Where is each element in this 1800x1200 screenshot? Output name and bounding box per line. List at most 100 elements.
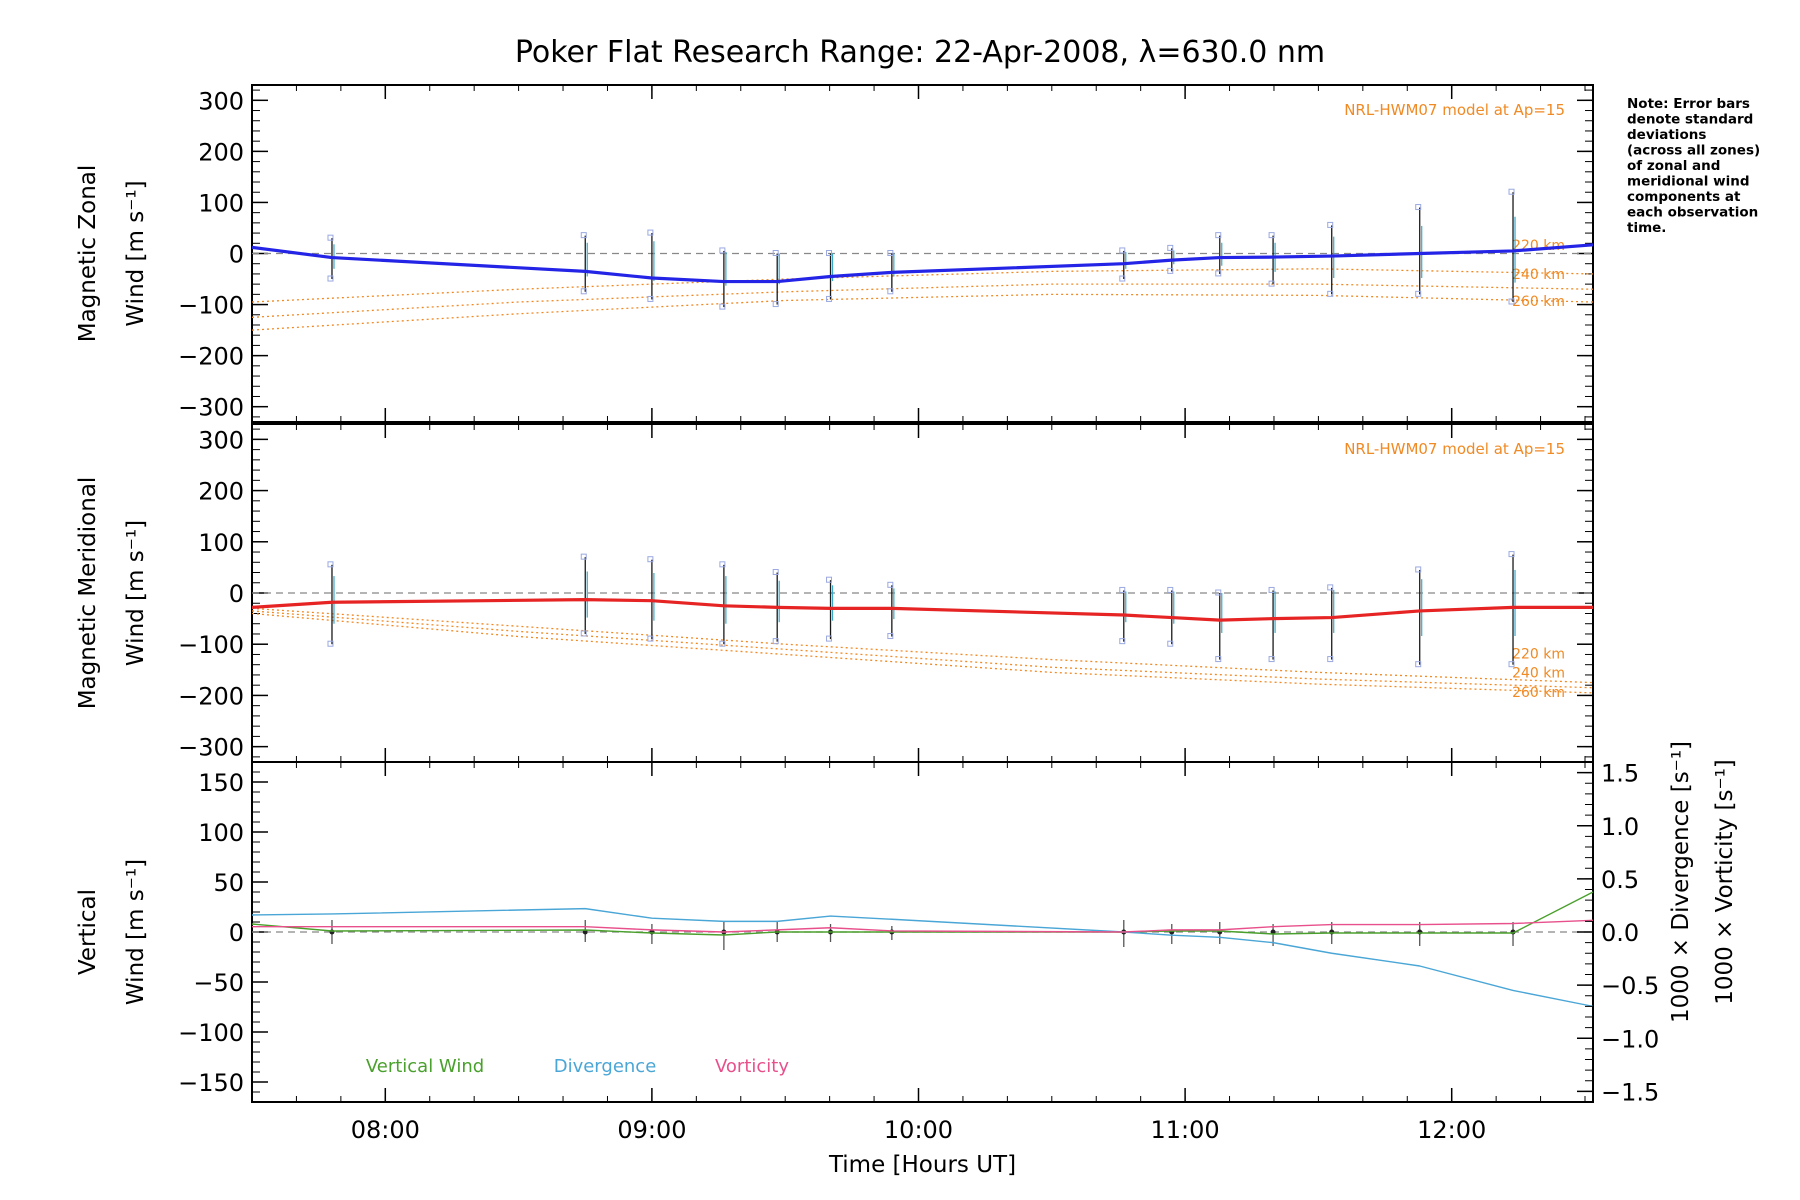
note-line: denote standard bbox=[1627, 112, 1753, 128]
note-line: time. bbox=[1627, 220, 1666, 236]
legend-entry: Vorticity bbox=[715, 1056, 789, 1077]
zone-marker bbox=[1167, 586, 1174, 593]
zone-marker bbox=[327, 561, 334, 568]
zone-marker bbox=[647, 229, 654, 236]
zone-marker bbox=[826, 635, 833, 642]
series-line-meridional bbox=[251, 598, 1593, 622]
y-axis-label-line2: Wind [m s⁻¹] bbox=[123, 520, 149, 666]
zone-marker bbox=[580, 288, 587, 295]
y-axis-label-line1: Vertical bbox=[75, 889, 101, 975]
y2-axis-label-vorticity: 1000 × Vorticity [s⁻¹] bbox=[1712, 759, 1738, 1005]
model-curve-2 bbox=[251, 283, 1594, 318]
y-tick-label: −150 bbox=[178, 1069, 244, 1097]
y-tick-label: −200 bbox=[178, 343, 244, 371]
y-tick-label: 300 bbox=[198, 426, 244, 454]
zone-marker bbox=[1119, 638, 1126, 645]
zone-marker bbox=[647, 635, 654, 642]
model-curve-label: 240 km bbox=[1512, 666, 1565, 682]
data-point bbox=[1417, 929, 1423, 935]
y-tick-label: −50 bbox=[193, 969, 244, 997]
zone-marker bbox=[1119, 586, 1126, 593]
panel-vertical: −150 −100 −50 0 50 100 150 Vertical Wind [m s⁻¹]… bbox=[75, 741, 1738, 1178]
x-tick-label: 09:00 bbox=[617, 1116, 686, 1144]
y-tick-label: 300 bbox=[198, 87, 244, 115]
model-curve-label: 260 km bbox=[1512, 294, 1565, 310]
zone-marker bbox=[1167, 267, 1174, 274]
series-line-divergence bbox=[251, 907, 1594, 1008]
zone-marker bbox=[887, 633, 894, 640]
zone-marker bbox=[1215, 232, 1222, 239]
y-tick-label: 100 bbox=[198, 529, 244, 557]
model-curve-label: 220 km bbox=[1512, 647, 1565, 663]
y-axis-label-line1: Magnetic Zonal bbox=[75, 165, 101, 343]
zone-marker bbox=[1327, 656, 1334, 663]
zone-marker bbox=[647, 556, 654, 563]
note-line: components at bbox=[1627, 189, 1741, 205]
zone-marker bbox=[719, 247, 726, 254]
zone-marker bbox=[772, 301, 779, 308]
series-line-vertical-wind bbox=[251, 891, 1594, 936]
chart-title: Poker Flat Research Range: 22-Apr-2008, … bbox=[515, 35, 1325, 70]
y-tick-label: −100 bbox=[178, 631, 244, 659]
y2-axis-label-divergence: 1000 × Divergence [s⁻¹] bbox=[1668, 741, 1694, 1023]
zone-marker bbox=[887, 250, 894, 256]
zone-marker bbox=[1119, 275, 1126, 282]
x-tick-label: 08:00 bbox=[351, 1116, 420, 1144]
zone-marker bbox=[826, 295, 833, 302]
zone-marker bbox=[580, 630, 587, 637]
y-tick-label: −100 bbox=[178, 292, 244, 320]
zone-marker bbox=[1508, 661, 1515, 668]
y-tick-label: 200 bbox=[198, 138, 244, 166]
zone-marker bbox=[327, 275, 334, 282]
model-curve-label: 260 km bbox=[1512, 685, 1565, 701]
panel-meridional: −300 −200 −100 0 100 200 300 Magnetic Meridiona… bbox=[75, 423, 1594, 763]
y-axis-label-line1: Magnetic Meridional bbox=[75, 477, 101, 710]
zone-marker bbox=[1215, 270, 1222, 277]
zone-marker bbox=[1119, 247, 1126, 254]
model-curve-3 bbox=[251, 612, 1594, 694]
y-tick-label: 200 bbox=[198, 478, 244, 506]
zone-marker bbox=[647, 295, 654, 302]
x-tick-label: 10:00 bbox=[884, 1116, 953, 1144]
series-line-vorticity bbox=[252, 919, 1594, 933]
legend-entry: Divergence bbox=[554, 1056, 657, 1077]
note-line: Note: Error bars bbox=[1627, 96, 1750, 112]
zone-marker bbox=[327, 640, 334, 647]
y-tick-label: −300 bbox=[178, 734, 244, 762]
y2-tick-label: 0.0 bbox=[1601, 919, 1639, 947]
model-curve-1 bbox=[251, 607, 1594, 684]
zone-marker bbox=[1415, 661, 1422, 668]
zone-marker bbox=[1268, 232, 1275, 239]
zone-marker bbox=[327, 234, 334, 241]
zone-marker bbox=[1415, 204, 1422, 211]
y-tick-label: −300 bbox=[178, 394, 244, 422]
zone-marker bbox=[719, 561, 726, 568]
y2-tick-label: 1.5 bbox=[1601, 760, 1639, 788]
x-tick-label: 11:00 bbox=[1151, 1116, 1220, 1144]
y-tick-label: 100 bbox=[198, 819, 244, 847]
model-curve-label: 240 km bbox=[1512, 267, 1565, 283]
y-axis-label-line2: Wind [m s⁻¹] bbox=[123, 180, 149, 326]
panel-zonal: −300 −200 −100 0 100 200 300 Magnetic Zonal Wind… bbox=[75, 84, 1594, 423]
zone-marker bbox=[1327, 221, 1334, 228]
y2-tick-label: −1.5 bbox=[1601, 1078, 1659, 1106]
zone-marker bbox=[1268, 280, 1275, 287]
zone-marker bbox=[580, 553, 587, 560]
y-axis-label-line2: Wind [m s⁻¹] bbox=[123, 859, 149, 1005]
plot-frame bbox=[251, 423, 1594, 763]
zone-marker bbox=[887, 581, 894, 588]
y-tick-label: 0 bbox=[229, 919, 244, 947]
zone-marker bbox=[1415, 566, 1422, 573]
zone-marker bbox=[826, 576, 833, 583]
zone-marker bbox=[1327, 290, 1334, 297]
y2-tick-label: −0.5 bbox=[1601, 972, 1659, 1000]
zone-marker bbox=[826, 250, 833, 256]
zone-marker bbox=[1508, 298, 1515, 305]
y-tick-label: −200 bbox=[178, 682, 244, 710]
zone-marker bbox=[1268, 656, 1275, 663]
zone-marker bbox=[1327, 584, 1334, 591]
zone-marker bbox=[1167, 640, 1174, 647]
panels: −300 −200 −100 0 100 200 300 Magnetic Zonal Wind… bbox=[75, 84, 1738, 1178]
y-tick-label: 150 bbox=[198, 769, 244, 797]
